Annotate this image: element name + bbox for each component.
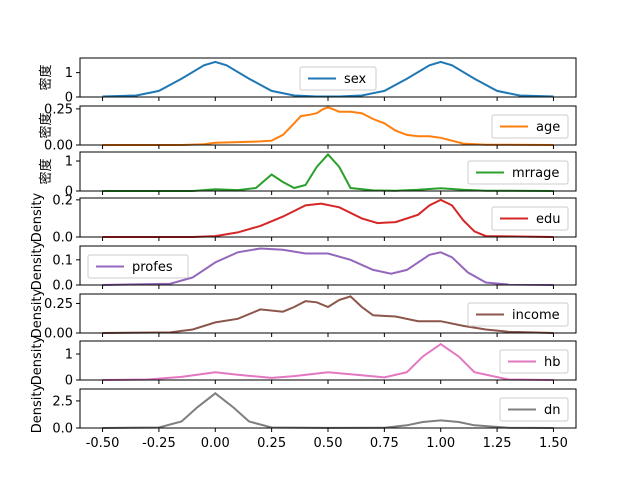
density-line-hb — [102, 342, 554, 381]
y-axis-label: Density — [30, 383, 45, 433]
panel-edu: 0.0 0.2 Density edu — [30, 192, 577, 246]
legend-age: age — [491, 114, 569, 139]
legend-edu: edu — [491, 206, 569, 231]
legend-label: age — [536, 120, 560, 135]
y-tick-label: 0.25 — [44, 102, 73, 117]
density-line-edu — [102, 198, 554, 238]
y-tick-label: 1 — [65, 348, 73, 363]
legend-box — [491, 114, 569, 139]
x-tick-label: 0.50 — [314, 436, 343, 451]
legend-label: mrrage — [512, 166, 559, 181]
y-tick-label: 0.2 — [52, 193, 73, 208]
x-tick-label: 0.00 — [201, 436, 230, 451]
x-tick-label: 0.75 — [370, 436, 399, 451]
panel-hb: 0 1 Density hb — [30, 335, 577, 389]
legend-mrrage: mrrage — [467, 160, 569, 185]
y-axis-label: 密度 — [38, 112, 54, 138]
x-tick-label: 1.00 — [426, 436, 455, 451]
y-axis-label: Density — [30, 335, 45, 385]
y-axis-label: Density — [30, 240, 45, 290]
y-axis-label: Density — [30, 288, 45, 338]
legend-hb: hb — [499, 349, 569, 374]
legend-label: income — [512, 308, 560, 323]
y-tick-label: 0.0 — [52, 422, 73, 437]
legend-label: sex — [344, 72, 367, 87]
legend-profes: profes — [87, 254, 189, 279]
legend-dn: dn — [499, 397, 569, 422]
legend-box — [491, 206, 569, 231]
panel-dn: 0.0 2.5 Density dn — [30, 383, 577, 437]
panel-mrrage: 0 1 密度 mrrage — [38, 151, 577, 200]
legend-box — [467, 302, 569, 327]
y-tick-label: 0.1 — [52, 253, 73, 268]
x-axis-labels: -0.50 -0.25 0.00 0.25 0.50 0.75 1.00 1.25 1.50 — [86, 436, 568, 451]
x-tick-label: 1.50 — [539, 436, 568, 451]
legend-box — [467, 160, 569, 185]
y-tick-label: 1 — [65, 66, 73, 81]
y-tick-label: 0 — [65, 374, 73, 389]
y-tick-label: 2.5 — [52, 394, 73, 409]
density-line-age — [102, 106, 554, 146]
legend-box — [299, 66, 377, 91]
density-line-profes — [102, 247, 554, 286]
y-axis-label: 密度 — [38, 158, 54, 184]
y-tick-label: 0.00 — [44, 327, 73, 342]
y-axis-label: 密度 — [38, 64, 54, 90]
y-tick-label: 0 — [65, 185, 73, 200]
density-line-mrrage — [102, 152, 554, 192]
panel-sex: 0 1 密度 sex — [38, 57, 577, 106]
legend-label: edu — [536, 212, 561, 227]
legend-income: income — [467, 302, 569, 327]
legend-label: dn — [544, 403, 561, 418]
density-line-income — [102, 295, 554, 334]
y-tick-label: 0 — [65, 91, 73, 106]
legend-box — [87, 254, 189, 279]
y-axis-label: Density — [30, 192, 45, 242]
x-tick-label: -0.25 — [142, 436, 176, 451]
legend-sex: sex — [299, 66, 377, 91]
legend-label: hb — [544, 355, 561, 370]
y-tick-label: 0.00 — [44, 139, 73, 154]
x-tick-label: 0.25 — [257, 436, 286, 451]
y-tick-label: 1 — [65, 155, 73, 170]
y-tick-label: 0.25 — [44, 297, 73, 312]
y-tick-label: 0.0 — [52, 231, 73, 246]
panel-profes: 0.0 0.1 Density profes — [30, 240, 577, 294]
x-tick-label: 1.25 — [483, 436, 512, 451]
x-tick-label: -0.50 — [86, 436, 120, 451]
y-tick-label: 0.0 — [52, 279, 73, 294]
legend-label: profes — [132, 260, 173, 275]
